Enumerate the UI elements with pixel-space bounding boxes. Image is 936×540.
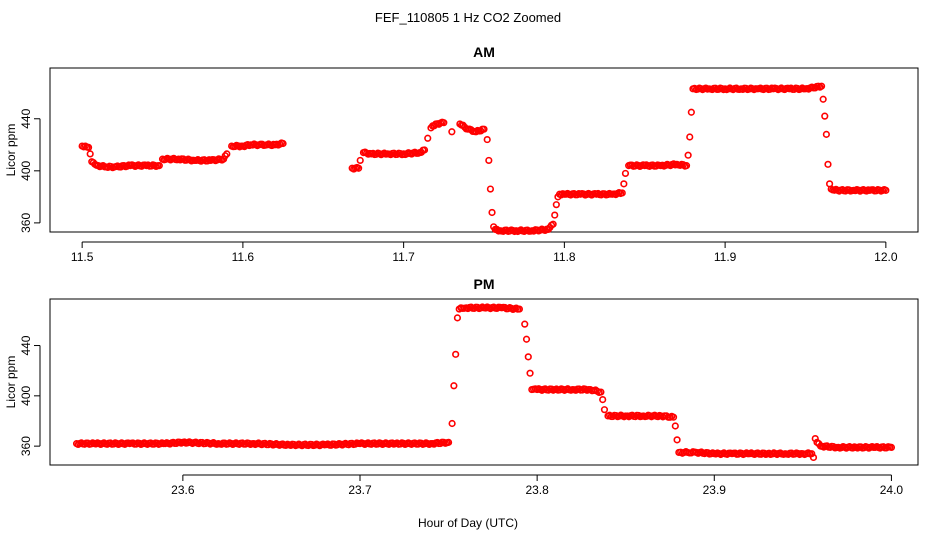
x-tick-label-am: 11.6 [232,250,255,264]
data-point-am [485,156,493,165]
y-axis-label-pm: Licor ppm [4,356,18,409]
data-point-pm [808,450,816,458]
x-tick-label-pm: 24.0 [880,483,904,497]
x-axis-label: Hour of Day (UTC) [418,516,518,530]
data-point-pm [600,406,609,414]
data-point-pm [515,305,524,313]
data-point-am [621,169,630,178]
data-point-am [155,162,163,170]
data-point-am [356,156,364,165]
data-point-pm [809,453,818,462]
data-point-am [488,208,496,217]
data-point-pm [526,369,534,377]
data-point-am [819,95,827,103]
data-points-pm [72,303,896,462]
data-point-am [84,143,93,151]
data-point-am [424,134,432,142]
x-tick-label-am: 11.5 [71,250,94,264]
data-point-am [552,201,560,209]
x-tick-label-am: 11.9 [714,250,737,264]
panel-title-pm: PM [474,276,495,292]
y-tick-label-pm: 440 [19,335,33,355]
data-point-pm [811,434,819,443]
x-tick-label-pm: 23.7 [348,483,372,497]
y-tick-label-am: 360 [19,213,33,233]
x-tick-label-pm: 23.6 [171,483,195,497]
data-point-am [420,146,429,154]
data-point-pm [524,353,532,361]
data-point-pm [453,314,462,322]
data-point-pm [671,422,679,430]
data-point-am [551,211,559,219]
data-point-am [486,185,495,193]
axes-am: 11.5 11.6 11.7 11.8 11.9 12.0 360 400 440 [19,108,898,264]
data-point-pm [452,350,460,358]
data-point-pm [450,382,458,390]
data-point-am [279,139,287,148]
data-point-am [223,150,231,158]
data-point-pm [599,396,607,404]
x-tick-label-pm: 23.8 [525,483,549,497]
y-tick-label-am: 400 [19,160,33,180]
data-point-pm [597,388,605,396]
data-point-am [686,133,694,141]
data-point-am [687,108,695,116]
data-point-am [682,162,691,170]
data-point-pm [521,320,529,328]
axes-pm: 23.6 23.7 23.8 23.9 24.0 360 400 440 [19,335,903,497]
x-tick-label-am: 11.7 [392,250,415,264]
data-point-am [483,135,491,144]
plot-frame-pm [49,298,919,466]
data-point-am [822,130,830,138]
data-points-am [78,82,890,236]
data-point-am [618,189,626,197]
data-point-pm [444,438,453,446]
plot-frame-am [49,67,919,233]
data-point-am [824,160,832,168]
data-point-am [620,180,628,188]
data-point-pm [887,443,896,451]
data-point-am [817,82,826,90]
y-tick-label-pm: 400 [19,386,33,406]
y-axis-label-am: Licor ppm [4,124,18,177]
data-point-pm [522,335,531,343]
data-point-am [448,128,456,136]
data-point-pm [448,419,456,428]
figure-title: FEF_110805 1 Hz CO2 Zoomed [375,10,561,25]
data-point-am [355,164,363,172]
data-point-am [549,220,557,228]
data-point-am [440,119,448,127]
data-point-am [882,186,890,194]
panel-title-am: AM [473,44,495,60]
data-point-am [86,150,94,158]
data-point-am [821,112,829,120]
y-tick-label-pm: 360 [19,436,33,456]
x-tick-label-am: 11.8 [553,250,576,264]
data-point-am [480,125,488,133]
data-point-am [684,151,692,159]
data-point-pm [673,436,681,444]
y-tick-label-am: 440 [19,108,33,128]
data-point-pm [669,413,678,421]
x-tick-label-pm: 23.9 [703,483,727,497]
x-tick-label-am: 12.0 [874,250,898,264]
